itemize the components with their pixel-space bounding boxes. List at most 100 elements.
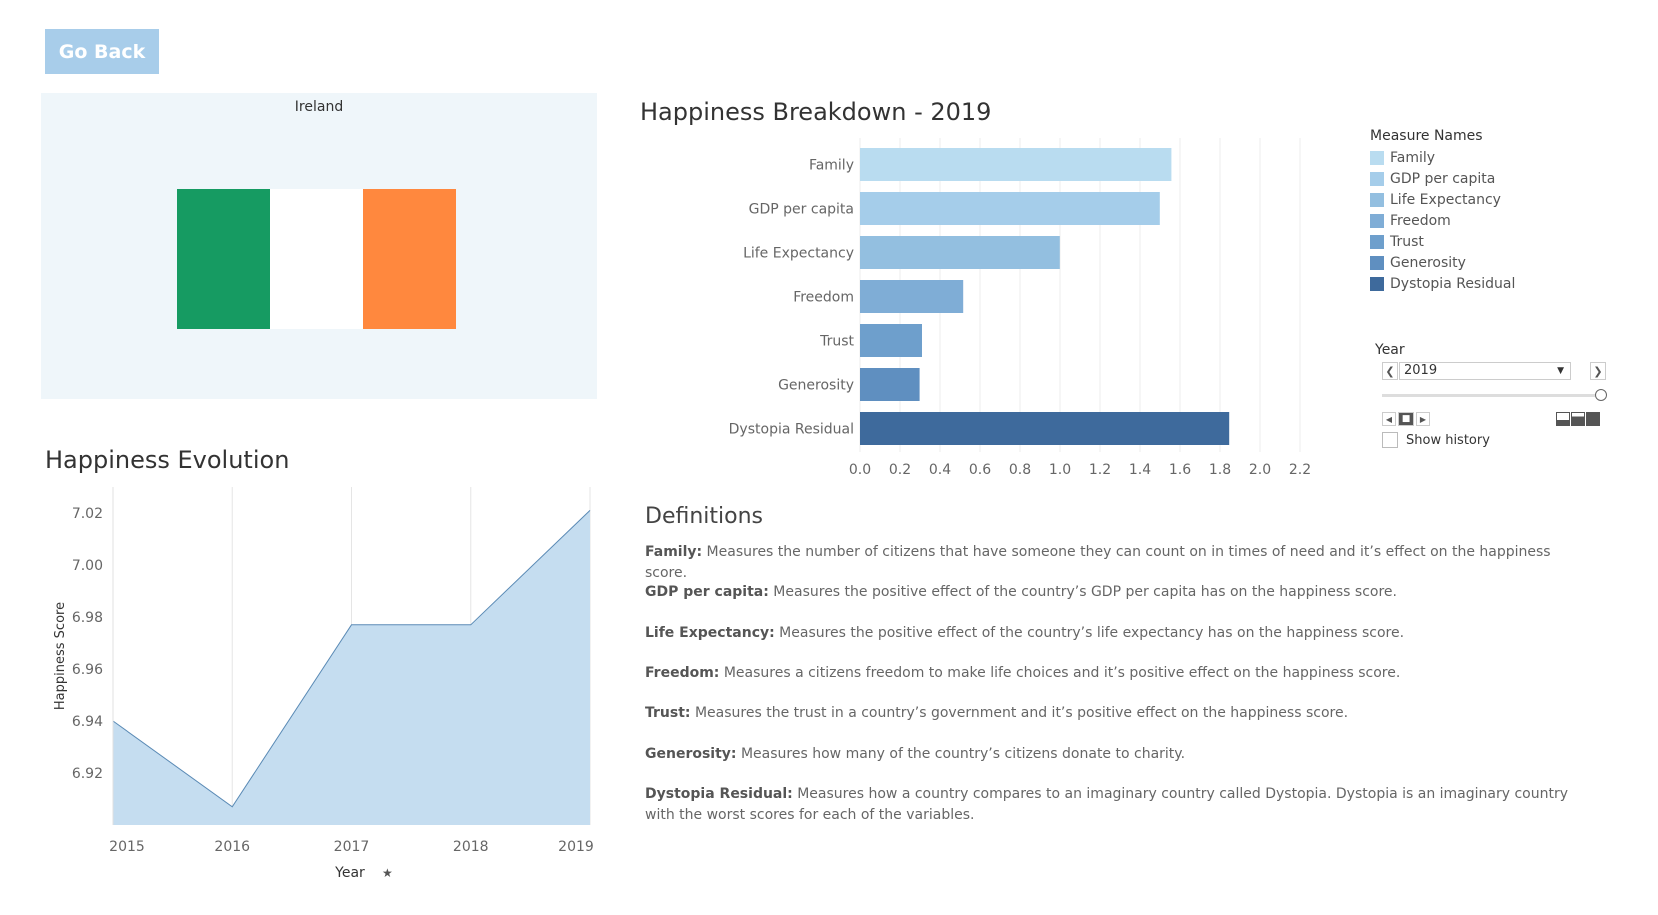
definition-item: GDP per capita: Measures the positive ef…	[645, 582, 1595, 603]
show-history-label: Show history	[1406, 432, 1490, 448]
category-label: Family	[809, 158, 854, 174]
legend-item[interactable]: GDP per capita	[1370, 168, 1515, 189]
y-tick-label: 6.98	[72, 610, 103, 626]
x-tick-label: 1.4	[1129, 462, 1151, 478]
x-tick-label: 1.8	[1209, 462, 1231, 478]
country-name: Ireland	[294, 99, 344, 115]
bar-life-expectancy[interactable]	[860, 236, 1060, 269]
definition-item: Trust: Measures the trust in a country’s…	[645, 703, 1595, 724]
data-point[interactable]	[588, 508, 592, 512]
speed-controls	[1556, 412, 1600, 426]
year-next-button[interactable]: ❯	[1590, 362, 1606, 380]
show-history-toggle[interactable]: Show history	[1382, 432, 1490, 448]
speed-medium-icon[interactable]	[1571, 412, 1585, 426]
definition-text: Measures the trust in a country’s govern…	[690, 705, 1349, 721]
x-tick-label: 2.0	[1249, 462, 1271, 478]
x-tick-label: 2017	[334, 839, 370, 855]
x-tick-label: 2019	[558, 839, 594, 855]
legend-item[interactable]: Dystopia Residual	[1370, 273, 1515, 294]
show-history-checkbox[interactable]	[1382, 432, 1398, 448]
legend-item[interactable]: Generosity	[1370, 252, 1515, 273]
definition-item: Life Expectancy: Measures the positive e…	[645, 623, 1595, 644]
data-point[interactable]	[230, 805, 234, 809]
legend-swatch	[1370, 213, 1384, 228]
definition-text: Measures how many of the country’s citiz…	[736, 746, 1186, 762]
y-tick-label: 6.92	[72, 766, 103, 782]
legend-label: Family	[1390, 149, 1436, 166]
data-point[interactable]	[350, 623, 354, 627]
step-back-button[interactable]: ◀	[1382, 412, 1396, 426]
bar-freedom[interactable]	[860, 280, 964, 313]
legend-label: GDP per capita	[1390, 170, 1496, 187]
x-tick-label: 0.8	[1009, 462, 1031, 478]
bar-trust[interactable]	[860, 324, 922, 357]
go-back-button[interactable]: Go Back	[45, 29, 159, 74]
speed-fast-icon[interactable]	[1586, 412, 1600, 426]
chevron-left-icon: ❮	[1385, 364, 1395, 378]
x-tick-label: 0.6	[969, 462, 991, 478]
evolution-area-chart: 7.02 7.00 6.98 6.96 6.94 6.92 2015 2016 2017 2018…	[53, 487, 594, 881]
year-slider-track[interactable]	[1382, 394, 1600, 397]
bar-dystopia-residual[interactable]	[860, 412, 1230, 445]
area-line	[112, 510, 591, 808]
x-tick-label: 2015	[109, 839, 145, 855]
dropdown-arrow-icon: ▼	[1557, 366, 1564, 376]
year-select-value: 2019	[1404, 363, 1438, 378]
step-forward-button[interactable]: ▶	[1416, 412, 1430, 426]
definition-term: Dystopia Residual:	[645, 786, 793, 802]
year-slider-handle[interactable]	[1595, 389, 1607, 401]
definition-text: Measures the positive effect of the coun…	[768, 584, 1397, 600]
bar-gdp-per-capita[interactable]	[860, 192, 1160, 225]
category-label: Generosity	[778, 378, 854, 394]
definition-item: Generosity: Measures how many of the cou…	[645, 744, 1595, 765]
definition-term: Freedom:	[645, 665, 720, 681]
definition-text: Measures the number of citizens that hav…	[645, 544, 1551, 581]
legend: Measure Names Family GDP per capita Life E…	[1370, 128, 1515, 294]
area-fill	[113, 510, 590, 825]
legend-item[interactable]: Life Expectancy	[1370, 189, 1515, 210]
speed-slow-icon[interactable]	[1556, 412, 1570, 426]
y-tick-label: 6.94	[72, 714, 103, 730]
y-axis-title: Happiness Score	[53, 602, 68, 710]
stop-button[interactable]: ■	[1398, 412, 1414, 426]
x-tick-label: 1.2	[1089, 462, 1111, 478]
x-tick-label: 0.0	[849, 462, 871, 478]
x-tick-label: 2.2	[1289, 462, 1311, 478]
bar-generosity[interactable]	[860, 368, 920, 401]
category-label: GDP per capita	[749, 202, 854, 218]
legend-title: Measure Names	[1370, 128, 1483, 144]
legend-swatch	[1370, 150, 1384, 165]
definition-item: Dystopia Residual: Measures how a countr…	[645, 784, 1595, 826]
legend-swatch	[1370, 192, 1384, 207]
year-select[interactable]: 2019 ▼	[1399, 362, 1571, 380]
legend-item[interactable]: Family	[1370, 147, 1515, 168]
play-forward-icon: ▶	[1419, 414, 1427, 424]
breakdown-title: Happiness Breakdown - 2019	[640, 98, 992, 126]
category-label: Dystopia Residual	[729, 422, 854, 438]
legend-swatch	[1370, 171, 1384, 186]
definition-term: GDP per capita:	[645, 584, 769, 600]
legend-item[interactable]: Trust	[1370, 231, 1515, 252]
flag-band-white	[270, 189, 363, 329]
definition-term: Life Expectancy:	[645, 625, 775, 641]
definition-item: Freedom: Measures a citizens freedom to …	[645, 663, 1595, 684]
pin-icon[interactable]: ★	[382, 866, 393, 880]
definition-term: Family:	[645, 544, 703, 560]
definition-term: Generosity:	[645, 746, 737, 762]
definition-text: Measures a citizens freedom to make life…	[719, 665, 1401, 681]
data-point[interactable]	[469, 623, 473, 627]
x-axis-title: Year	[334, 865, 365, 881]
stop-icon: ■	[1401, 414, 1411, 424]
bar-family[interactable]	[860, 148, 1172, 181]
chevron-right-icon: ❯	[1593, 364, 1603, 378]
legend-item[interactable]: Freedom	[1370, 210, 1515, 231]
x-tick-label: 0.2	[889, 462, 911, 478]
year-prev-button[interactable]: ❮	[1382, 362, 1398, 380]
category-label: Freedom	[793, 290, 854, 306]
category-label: Trust	[819, 334, 854, 350]
x-tick-label: 2016	[214, 839, 250, 855]
legend-swatch	[1370, 276, 1384, 291]
legend-label: Life Expectancy	[1390, 191, 1501, 208]
legend-label: Dystopia Residual	[1390, 275, 1516, 292]
category-label: Life Expectancy	[743, 246, 854, 262]
